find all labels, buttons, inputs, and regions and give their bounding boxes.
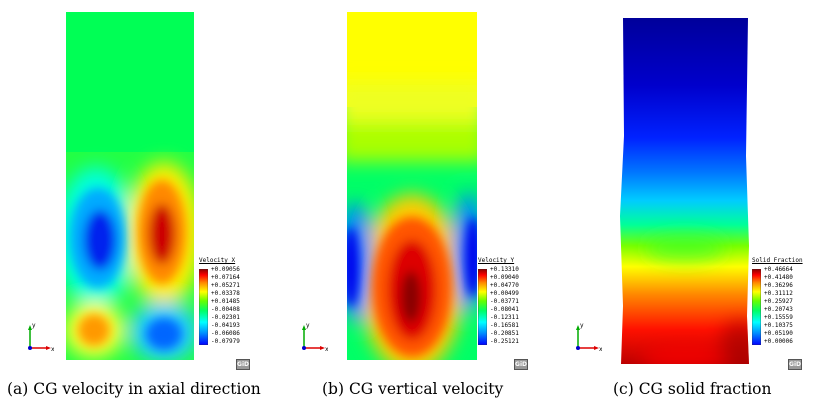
- legend-tick: +0.01485: [211, 298, 240, 305]
- legend-tick: -0.02301: [211, 314, 240, 321]
- gid-logo: GiD: [788, 359, 802, 370]
- legend-tick: -0.20851: [490, 330, 519, 337]
- legend-tick: -0.12311: [490, 314, 519, 321]
- legend-tick: +0.41480: [764, 274, 793, 281]
- legend-tick: +0.00006: [764, 338, 793, 345]
- legend-tick: -0.04193: [211, 322, 240, 329]
- legend-tick: +0.04770: [490, 282, 519, 289]
- velocity-x-contour-plot: [66, 12, 194, 360]
- legend-tick: +0.25927: [764, 298, 793, 305]
- gid-logo: GiD: [236, 359, 250, 370]
- legend-tick: -0.00408: [211, 306, 240, 313]
- axis-label-x: x: [599, 346, 602, 352]
- legend-tick: +0.00499: [490, 290, 519, 297]
- legend-tick: -0.16581: [490, 322, 519, 329]
- colorbar: [752, 269, 761, 345]
- legend-tick: +0.05190: [764, 330, 793, 337]
- caption-c: (c) CG solid fraction: [613, 380, 772, 398]
- legend-tick: +0.09056: [211, 266, 240, 273]
- legend-tick: +0.13310: [490, 266, 519, 273]
- legend-tick: +0.05271: [211, 282, 240, 289]
- legend-title: Velocity X: [199, 257, 236, 264]
- axis-label-x: x: [325, 346, 328, 352]
- legend-tick: +0.36296: [764, 282, 793, 289]
- legend-tick: -0.25121: [490, 338, 519, 345]
- colorbar: [199, 269, 208, 345]
- axis-label-y: y: [580, 322, 584, 329]
- legend-tick: +0.07164: [211, 274, 240, 281]
- colorbar: [478, 269, 487, 345]
- legend-tick: -0.06086: [211, 330, 240, 337]
- axes-triad: y x: [302, 322, 328, 352]
- legend-tick: +0.20743: [764, 306, 793, 313]
- axes-triad: y x: [28, 322, 54, 352]
- caption-b: (b) CG vertical velocity: [322, 380, 504, 398]
- legend-tick: -0.07979: [211, 338, 240, 345]
- legend-tick: +0.31112: [764, 290, 793, 297]
- legend-title: Velocity Y: [478, 257, 515, 264]
- legend-tick: +0.09040: [490, 274, 519, 281]
- gid-logo: GiD: [514, 359, 528, 370]
- axis-label-x: x: [51, 346, 54, 352]
- axis-label-y: y: [306, 322, 310, 329]
- axes-triad: y x: [576, 322, 602, 352]
- legend-tick: +0.10375: [764, 322, 793, 329]
- axis-label-y: y: [32, 322, 36, 329]
- legend-tick: +0.03378: [211, 290, 240, 297]
- caption-a: (a) CG velocity in axial direction: [7, 380, 261, 398]
- legend-title: Solid_Fraction: [752, 257, 803, 264]
- legend-tick: +0.46664: [764, 266, 793, 273]
- panel-solid-fraction: Solid_Fraction +0.46664 +0.41480 +0.3629…: [548, 0, 822, 408]
- velocity-y-contour-plot: [347, 12, 477, 360]
- panel-velocity-y: Velocity Y +0.13310 +0.09040 +0.04770 +0…: [274, 0, 548, 408]
- solid-fraction-contour-plot: [620, 18, 749, 364]
- panel-velocity-x: Velocity X +0.09056 +0.07164 +0.05271 +0…: [0, 0, 274, 408]
- legend-tick: -0.08041: [490, 306, 519, 313]
- legend-tick: +0.15559: [764, 314, 793, 321]
- legend-tick: -0.03771: [490, 298, 519, 305]
